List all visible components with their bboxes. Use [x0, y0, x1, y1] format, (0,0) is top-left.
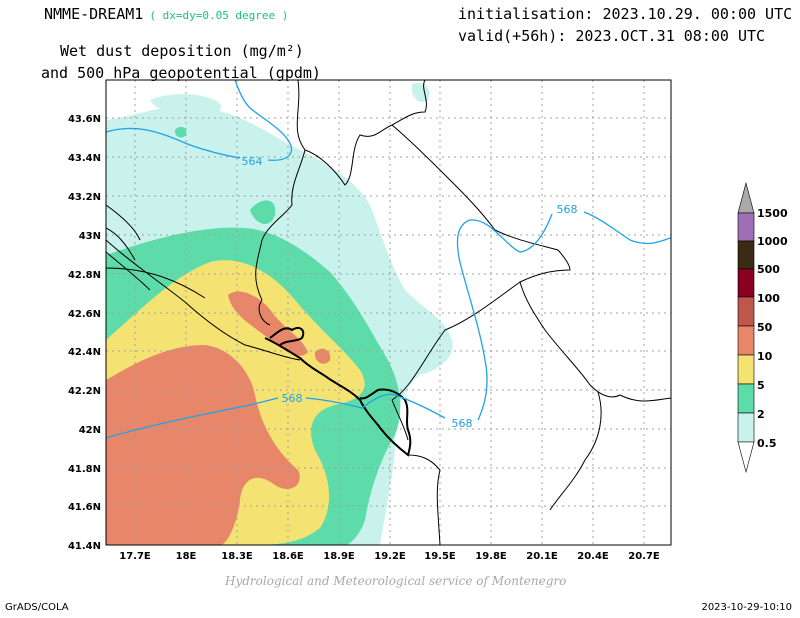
color-legend	[737, 181, 755, 474]
contour-label-568-ne: 568	[557, 203, 578, 216]
lon-label: 19.8E	[475, 551, 507, 562]
lat-label: 42N	[79, 425, 101, 436]
dust-band-0-5-patch	[411, 82, 430, 103]
legend-top-triangle	[737, 181, 755, 214]
legend-box	[737, 325, 755, 356]
legend-box	[737, 268, 755, 298]
border-south	[391, 399, 441, 545]
contour-label-564: 564	[242, 155, 263, 168]
legend-label: 5	[757, 379, 765, 392]
dust-band-2-dot	[174, 126, 187, 138]
lon-label: 19.2E	[374, 551, 406, 562]
geopotential-contours	[106, 80, 671, 439]
lat-label: 43.2N	[68, 192, 101, 203]
lon-label: 20.1E	[526, 551, 558, 562]
model-name: NMME-DREAM1	[44, 5, 144, 23]
contour-label-568-w: 568	[282, 392, 303, 405]
map-frame	[105, 79, 672, 546]
coastline	[264, 327, 412, 457]
lat-label: 42.6N	[68, 309, 101, 320]
lon-label: 17.7E	[119, 551, 151, 562]
lon-label: 18E	[176, 551, 197, 562]
valid-time: valid(+56h): 2023.OCT.31 08:00 UTC	[458, 27, 766, 45]
dust-band-10	[106, 345, 300, 545]
lon-label: 19.5E	[424, 551, 456, 562]
legend-bottom-triangle	[737, 441, 755, 474]
map-title-line1: Wet dust deposition (mg/m²)	[60, 42, 304, 60]
legend-label: 2	[757, 408, 765, 421]
model-resolution: ( dx=dy=0.05 degree )	[149, 9, 289, 22]
lat-label: 41.4N	[68, 541, 101, 552]
lat-label: 43.6N	[68, 114, 101, 125]
legend-box	[737, 354, 755, 385]
service-credit: Hydrological and Meteorological service …	[225, 574, 567, 588]
legend-label: 500	[757, 263, 780, 276]
legend-label: 50	[757, 321, 773, 334]
render-timestamp: 2023-10-29-10:10	[701, 602, 792, 613]
dust-band-10-spot	[314, 348, 331, 364]
lat-label: 41.6N	[68, 502, 101, 513]
dust-band-2-patch	[250, 200, 276, 225]
lat-label: 43N	[79, 231, 101, 242]
lat-label: 42.8N	[68, 270, 101, 281]
lat-label: 41.8N	[68, 464, 101, 475]
lon-label: 18.9E	[323, 551, 355, 562]
legend-label: 0.5	[757, 437, 777, 450]
initialisation-time: initialisation: 2023.10.29. 00:00 UTC	[458, 5, 793, 23]
map-plot-area	[106, 80, 671, 545]
lat-label: 42.2N	[68, 386, 101, 397]
legend-box	[737, 412, 755, 443]
lon-label: 20.4E	[577, 551, 609, 562]
legend-label: 1000	[757, 235, 788, 248]
legend-box	[737, 296, 755, 327]
latitude-axis: 43.6N 43.4N 43.2N 43N 42.8N 42.6N 42.4N …	[68, 114, 101, 552]
legend-box	[737, 212, 755, 242]
legend-label: 10	[757, 350, 773, 363]
lon-label: 18.3E	[221, 551, 253, 562]
longitude-axis: 17.7E 18E 18.3E 18.6E 18.9E 19.2E 19.5E …	[119, 551, 660, 562]
software-credit: GrADS/COLA	[5, 602, 69, 613]
lon-label: 18.6E	[272, 551, 304, 562]
lat-label: 43.4N	[68, 153, 101, 164]
legend-labels: 1500 1000 500 100 50 10 5 2 0.5	[757, 207, 788, 450]
legend-box	[737, 240, 755, 270]
legend-box	[737, 383, 755, 414]
contour-label-568-e: 568	[452, 417, 473, 430]
legend-label: 100	[757, 292, 780, 305]
model-title: NMME-DREAM1 ( dx=dy=0.05 degree )	[44, 5, 288, 23]
map-title-line2: and 500 hPa geopotential (gpdm)	[41, 64, 321, 82]
lon-label: 20.7E	[628, 551, 660, 562]
lat-label: 42.4N	[68, 347, 101, 358]
legend-label: 1500	[757, 207, 788, 220]
